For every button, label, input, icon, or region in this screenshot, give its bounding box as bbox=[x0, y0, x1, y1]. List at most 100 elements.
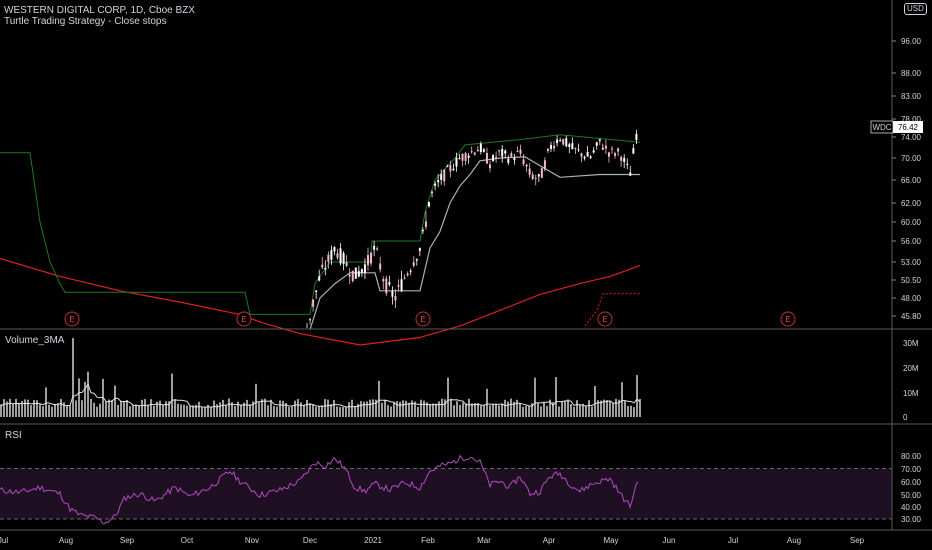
volume-bar bbox=[396, 401, 398, 417]
volume-bar bbox=[453, 405, 455, 417]
earnings-marker[interactable]: E bbox=[236, 311, 252, 327]
volume-bar bbox=[432, 403, 434, 417]
candle-body bbox=[629, 172, 632, 176]
volume-bar bbox=[204, 406, 206, 417]
earnings-marker[interactable]: E bbox=[597, 311, 613, 327]
candle-body bbox=[516, 150, 519, 152]
volume-bar bbox=[450, 398, 452, 417]
volume-bar bbox=[189, 406, 191, 417]
candle-body bbox=[339, 248, 342, 264]
candle-body bbox=[330, 250, 333, 260]
candle-body bbox=[367, 255, 369, 266]
candle-body bbox=[522, 159, 525, 165]
volume-bar bbox=[87, 371, 89, 417]
volume-tick-label: 20M bbox=[903, 364, 919, 373]
volume-bar bbox=[294, 400, 296, 417]
volume-bar bbox=[438, 401, 440, 417]
volume-bar bbox=[504, 399, 506, 417]
volume-bar bbox=[630, 405, 632, 417]
exit-stop-path bbox=[309, 156, 640, 330]
volume-bar bbox=[51, 406, 53, 417]
candle-body bbox=[537, 174, 540, 177]
candle-body bbox=[614, 153, 617, 156]
candle-body bbox=[543, 160, 546, 170]
time-tick-label: Sep bbox=[850, 536, 865, 545]
volume-bar bbox=[594, 386, 596, 417]
volume-bar bbox=[12, 403, 14, 417]
volume-bar bbox=[249, 404, 251, 417]
candle-body bbox=[492, 155, 495, 161]
candle-body bbox=[379, 263, 382, 270]
candle-body bbox=[586, 152, 589, 157]
symbol-tag-text: WDC bbox=[872, 123, 891, 132]
candle-body bbox=[428, 202, 430, 207]
candle-body bbox=[415, 259, 418, 261]
price-tick-label: 74.00 bbox=[901, 133, 922, 142]
price-tick-label: 50.50 bbox=[901, 276, 922, 285]
candle-body bbox=[525, 164, 528, 167]
candle-body bbox=[513, 158, 516, 160]
rsi-tick-label: 60.00 bbox=[901, 478, 922, 487]
earnings-marker[interactable]: E bbox=[780, 311, 796, 327]
volume-bar bbox=[582, 403, 584, 417]
candle-body bbox=[455, 157, 458, 167]
volume-bar bbox=[261, 399, 263, 417]
volume-bar bbox=[513, 401, 515, 417]
volume-bar bbox=[9, 398, 11, 417]
volume-bar bbox=[255, 383, 257, 417]
volume-bar bbox=[378, 380, 380, 417]
volume-bar bbox=[111, 400, 113, 417]
volume-bar bbox=[351, 399, 353, 417]
volume-bar bbox=[444, 399, 446, 417]
time-tick-label: 2021 bbox=[364, 536, 382, 545]
volume-bar bbox=[162, 405, 164, 417]
volume-bar bbox=[489, 405, 491, 417]
volume-bar bbox=[240, 404, 242, 417]
candle-body bbox=[476, 149, 479, 152]
volume-bar bbox=[315, 406, 317, 417]
candle-body bbox=[495, 156, 498, 158]
volume-bar bbox=[456, 401, 458, 417]
volume-bar bbox=[525, 405, 527, 417]
volume-bar bbox=[276, 406, 278, 417]
time-tick-label: Aug bbox=[59, 536, 73, 545]
volume-bar bbox=[291, 406, 293, 417]
candle-body bbox=[373, 245, 376, 250]
candle-body bbox=[617, 148, 620, 152]
price-tick-label: 56.00 bbox=[901, 237, 922, 246]
last-price-label: 76.42 bbox=[898, 123, 919, 132]
volume-bar bbox=[321, 405, 323, 417]
volume-bar bbox=[138, 405, 140, 417]
volume-bar bbox=[57, 403, 59, 417]
earnings-letter: E bbox=[420, 315, 425, 324]
earnings-marker[interactable]: E bbox=[415, 311, 431, 327]
time-tick-label: May bbox=[603, 536, 618, 545]
volume-bar bbox=[540, 406, 542, 417]
candle-body bbox=[397, 285, 400, 287]
candles bbox=[306, 129, 638, 328]
volume-tick-label: 10M bbox=[903, 389, 919, 398]
currency-badge[interactable]: USD bbox=[904, 3, 927, 15]
volume-bar bbox=[357, 404, 359, 417]
candle-body bbox=[568, 144, 571, 148]
candle-body bbox=[458, 158, 461, 160]
volume-bar bbox=[3, 399, 5, 417]
candle-body bbox=[336, 253, 339, 258]
time-tick-label: Mar bbox=[477, 536, 491, 545]
candle-body bbox=[440, 174, 443, 180]
candle-body bbox=[315, 290, 318, 293]
volume-bar bbox=[498, 405, 500, 417]
time-tick-label: Feb bbox=[421, 536, 435, 545]
volume-bar bbox=[198, 401, 200, 417]
volume-bar bbox=[459, 404, 461, 417]
candle-body bbox=[388, 282, 391, 285]
moving-average-line bbox=[0, 257, 641, 346]
candle-body bbox=[418, 248, 421, 251]
candle-body bbox=[601, 148, 604, 150]
volume-bar bbox=[120, 401, 122, 417]
volume-bar bbox=[414, 401, 416, 417]
volume-bar bbox=[144, 399, 146, 417]
earnings-marker[interactable]: E bbox=[64, 311, 80, 327]
